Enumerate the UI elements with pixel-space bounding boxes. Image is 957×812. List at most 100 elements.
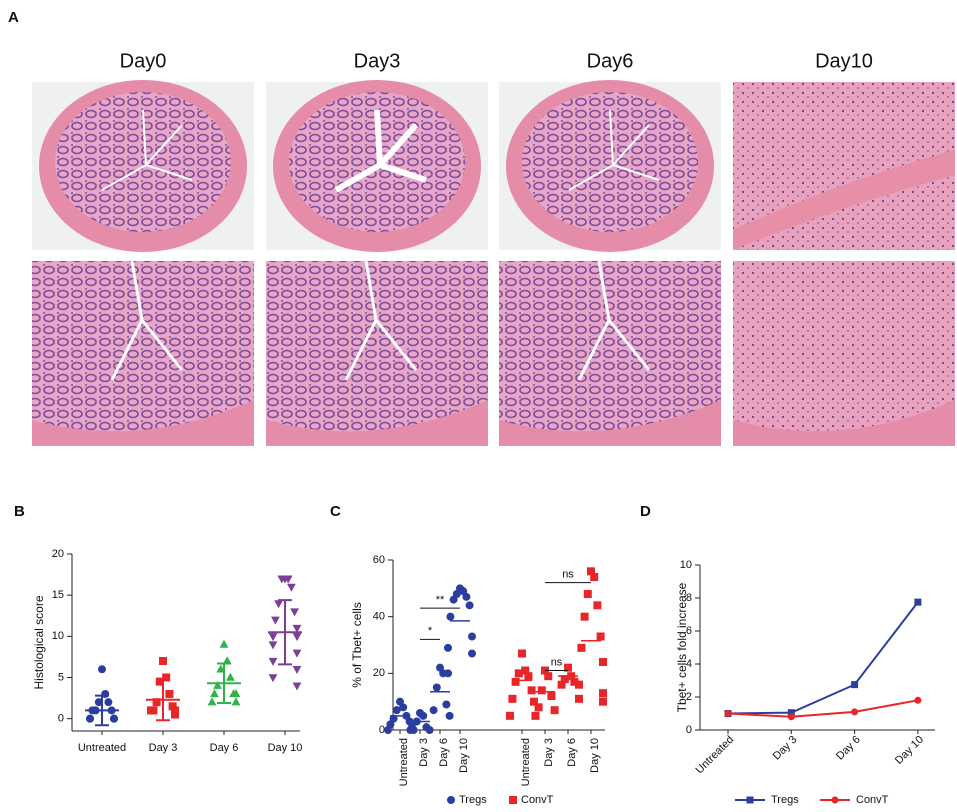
point (94, 698, 103, 707)
point (462, 592, 471, 601)
point (468, 649, 476, 658)
point (171, 710, 179, 719)
point (590, 573, 599, 581)
point (268, 657, 278, 666)
x-tick-label: Day 3 (771, 734, 800, 763)
point (465, 601, 474, 610)
column-title: Day6 (587, 50, 634, 72)
point (534, 703, 543, 712)
point (509, 796, 517, 804)
point (162, 673, 171, 682)
y-tick-label: 60 (373, 554, 385, 566)
legend-label: Tregs (459, 794, 487, 806)
point (292, 649, 302, 658)
significance-label: * (428, 625, 433, 637)
point (787, 709, 795, 717)
point (290, 608, 299, 617)
point (521, 666, 530, 675)
point (511, 677, 520, 686)
point (271, 616, 280, 625)
y-tick-label: 40 (373, 611, 385, 623)
x-tick-label: Untreated (78, 742, 126, 754)
x-tick-label: Day 3 (149, 742, 178, 754)
y-axis-label: Tbet+ cells fold increase (675, 582, 689, 712)
point (564, 663, 572, 672)
point (575, 694, 583, 703)
muscle-layer (733, 400, 955, 446)
point (147, 706, 155, 715)
y-tick-label: 0 (379, 724, 385, 736)
point (593, 601, 602, 610)
point (580, 612, 589, 621)
point (274, 600, 283, 609)
line (727, 699, 919, 718)
lumen (110, 260, 184, 381)
point (168, 702, 177, 711)
point (110, 714, 118, 723)
point (399, 703, 408, 712)
x-tick-label: Untreated (520, 738, 532, 786)
point (583, 590, 592, 598)
point (171, 706, 179, 715)
y-axis-label: % of Tbet+ cells (350, 602, 364, 688)
point (213, 680, 222, 689)
point (104, 698, 113, 707)
y-tick-label: 6 (686, 625, 692, 637)
point (231, 689, 241, 698)
lumen (101, 109, 193, 191)
mucosa (55, 92, 231, 232)
point (468, 632, 476, 641)
y-tick-label: 20 (52, 548, 64, 560)
point (724, 710, 732, 717)
y-tick-label: 10 (680, 559, 692, 571)
significance-label: ** (436, 594, 445, 606)
point (292, 633, 302, 642)
point (914, 696, 922, 704)
column-title: Day0 (120, 50, 167, 72)
x-tick-label: Day 6 (566, 738, 578, 767)
point (514, 669, 523, 678)
point (159, 657, 167, 666)
significance-label: ns (562, 569, 574, 581)
lumen (568, 109, 660, 191)
point (851, 708, 859, 716)
y-tick-label: 8 (686, 592, 692, 604)
panel-label: C (330, 503, 341, 520)
y-tick-label: 20 (373, 667, 385, 679)
point (851, 681, 859, 689)
point (292, 666, 302, 675)
point (447, 796, 455, 804)
legend-label: Tregs (771, 794, 799, 806)
point (831, 796, 839, 804)
point (524, 672, 533, 681)
lumen (344, 260, 418, 381)
point (165, 689, 174, 698)
point (446, 612, 455, 621)
point (419, 711, 428, 720)
x-tick-label: Untreated (398, 738, 410, 786)
point (444, 669, 452, 678)
point (587, 567, 595, 576)
point (599, 697, 607, 706)
point (231, 697, 241, 706)
point (596, 632, 605, 641)
x-tick-label: Day 3 (543, 738, 555, 767)
point (518, 649, 526, 658)
point (544, 672, 553, 681)
y-tick-label: 10 (52, 630, 64, 642)
point (560, 675, 569, 683)
point (268, 641, 278, 650)
line (727, 601, 919, 715)
point (384, 726, 392, 734)
point (210, 689, 219, 698)
y-tick-label: 4 (686, 658, 692, 670)
point (429, 706, 438, 715)
legend-label: ConvT (856, 794, 889, 806)
muscle-layer (499, 400, 721, 446)
point (268, 674, 278, 683)
point (287, 583, 296, 592)
point (226, 672, 235, 681)
panel-label: A (8, 9, 19, 26)
x-tick-label: Day 10 (268, 742, 303, 754)
panel-label: B (14, 503, 25, 520)
